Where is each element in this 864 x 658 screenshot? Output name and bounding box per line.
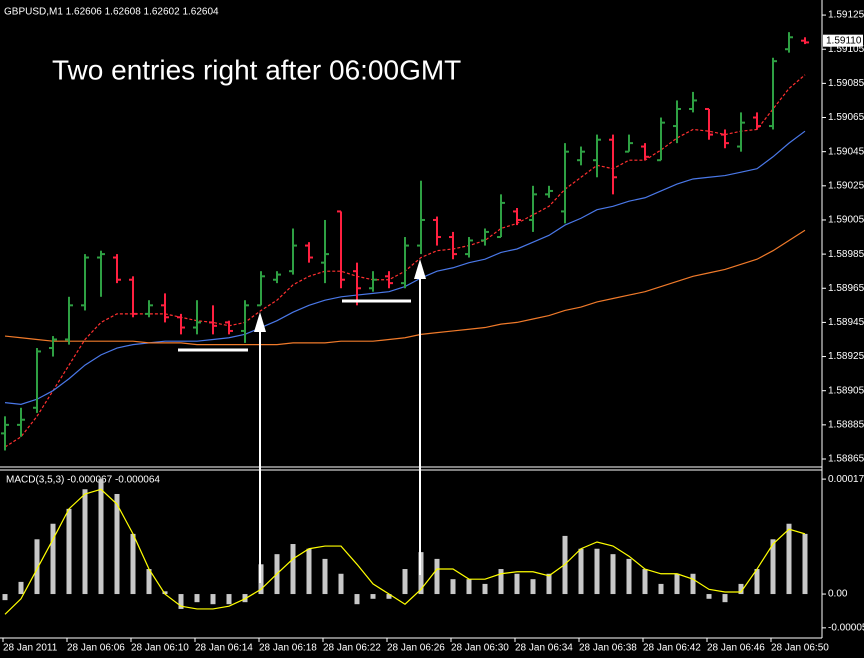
histogram-bar	[722, 594, 728, 603]
histogram-bar	[66, 508, 72, 595]
histogram-bar	[514, 573, 520, 595]
histogram-bar	[98, 479, 104, 595]
time-label: 28 Jan 06:06	[67, 643, 125, 654]
time-label: 28 Jan 06:46	[707, 643, 765, 654]
time-label: 28 Jan 06:50	[771, 643, 829, 654]
histogram-bar	[530, 579, 536, 595]
histogram-bar	[610, 554, 616, 595]
histogram-bar	[738, 583, 744, 595]
y-tick-label: 1.58965	[828, 283, 864, 294]
y-tick-label: 1.59025	[828, 180, 864, 191]
y-tick-label: -0.00005	[828, 622, 864, 633]
histogram-bar	[338, 573, 344, 595]
time-label: 28 Jan 06:10	[131, 643, 189, 654]
histogram-bar	[482, 583, 488, 595]
histogram-bar	[594, 548, 600, 595]
histogram-bar	[578, 548, 584, 595]
histogram-bar	[354, 594, 360, 605]
y-tick-label: 1.58905	[828, 385, 864, 396]
arrow-head	[254, 312, 266, 332]
last-price-box	[823, 34, 863, 47]
time-label: 28 Jan 2011	[3, 643, 58, 654]
y-tick-label: 1.59085	[828, 78, 864, 89]
histogram-bar	[626, 558, 632, 595]
histogram-bar	[130, 533, 136, 595]
time-label: 28 Jan 06:38	[579, 643, 637, 654]
histogram-bar	[546, 573, 552, 595]
y-tick-label: 1.59045	[828, 146, 864, 157]
histogram-bar	[434, 558, 440, 595]
histogram-bar	[50, 523, 56, 595]
histogram-bar	[466, 579, 472, 595]
histogram-bar	[210, 594, 216, 605]
histogram-bar	[322, 558, 328, 595]
symbol-header: GBPUSD,M1 1.62606 1.62608 1.62602 1.6260…	[4, 7, 219, 18]
histogram-bar	[162, 591, 168, 595]
histogram-bar	[178, 594, 184, 609]
histogram-bar	[290, 544, 296, 595]
y-tick-label: 1.58865	[828, 454, 864, 465]
y-tick-label: 1.59005	[828, 215, 864, 226]
histogram-bar	[2, 594, 8, 601]
annotations	[178, 259, 426, 583]
y-tick-label: 1.58945	[828, 317, 864, 328]
histogram-bar	[450, 579, 456, 595]
y-tick-label: 1.59125	[828, 10, 864, 21]
histogram-bar	[770, 539, 776, 595]
y-tick-label: 0.00017	[828, 474, 864, 485]
y-tick-label: 1.59105	[828, 44, 864, 55]
time-label: 28 Jan 06:14	[195, 643, 253, 654]
histogram-bar	[114, 493, 120, 595]
arrow-head	[414, 259, 426, 279]
histogram-bar	[18, 581, 24, 595]
histogram-bar	[674, 573, 680, 595]
histogram-bar	[498, 569, 504, 595]
time-label: 28 Jan 06:22	[323, 643, 381, 654]
histogram-bar	[642, 569, 648, 595]
histogram-bar	[34, 539, 40, 595]
histogram-bar	[306, 548, 312, 595]
histogram-bar	[370, 594, 376, 599]
macd-header: MACD(3,5,3) -0.000067 -0.000064	[6, 475, 160, 486]
y-tick-label: 1.59065	[828, 112, 864, 123]
histogram-bar	[226, 594, 232, 605]
annotation: Two entries right after 06:00GMT	[52, 54, 461, 85]
histogram-bar	[690, 573, 696, 595]
indicator-line	[4, 488, 806, 615]
histogram-bar	[754, 569, 760, 595]
histogram-bar	[82, 489, 88, 595]
y-tick-label: 1.58985	[828, 249, 864, 260]
histogram-bar	[706, 594, 712, 599]
y-tick-label: 1.58885	[828, 419, 864, 430]
y-tick-label: 0.00	[828, 589, 848, 600]
histogram-bar	[658, 583, 664, 595]
time-label: 28 Jan 06:34	[515, 643, 573, 654]
indicator-line	[4, 229, 806, 346]
histogram-bar	[386, 594, 392, 599]
histogram-bar	[402, 569, 408, 595]
time-label: 28 Jan 06:30	[451, 643, 509, 654]
histogram-bar	[194, 594, 200, 603]
last-price-label: 1.59110	[826, 35, 862, 46]
histogram-bar	[786, 523, 792, 595]
time-label: 28 Jan 06:18	[259, 643, 317, 654]
time-label: 28 Jan 06:42	[643, 643, 701, 654]
histogram-bar	[802, 533, 808, 595]
time-label: 28 Jan 06:26	[387, 643, 445, 654]
marks: 1.59125 1.59105 1.59085 1.59065 1.59045 1.590…	[1, 10, 864, 654]
y-tick-label: 1.58925	[828, 351, 864, 362]
histogram-bar	[146, 569, 152, 595]
